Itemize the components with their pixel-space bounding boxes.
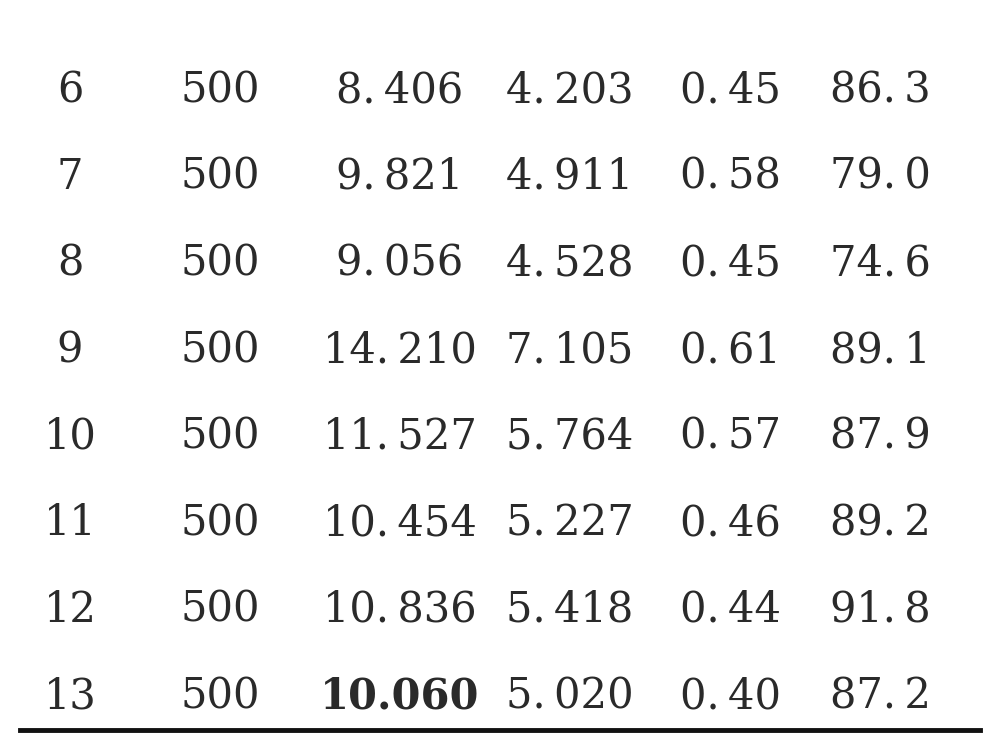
- Text: 74. 6: 74. 6: [830, 242, 930, 285]
- Text: 11: 11: [44, 502, 96, 544]
- Text: 79. 0: 79. 0: [830, 156, 930, 198]
- Text: 89. 1: 89. 1: [830, 329, 930, 371]
- Text: 8: 8: [57, 242, 83, 285]
- Text: 10.060: 10.060: [320, 675, 480, 718]
- Text: 0. 44: 0. 44: [680, 589, 780, 631]
- Text: 91. 8: 91. 8: [830, 589, 930, 631]
- Text: 0. 40: 0. 40: [680, 675, 780, 718]
- Text: 10: 10: [44, 416, 96, 458]
- Text: 500: 500: [180, 589, 260, 631]
- Text: 500: 500: [180, 329, 260, 371]
- Text: 500: 500: [180, 416, 260, 458]
- Text: 5. 764: 5. 764: [506, 416, 634, 458]
- Text: 7. 105: 7. 105: [506, 329, 634, 371]
- Text: 5. 020: 5. 020: [506, 675, 634, 718]
- Text: 0. 57: 0. 57: [680, 416, 780, 458]
- Text: 0. 61: 0. 61: [680, 329, 780, 371]
- Text: 4. 203: 4. 203: [506, 69, 634, 111]
- Text: 500: 500: [180, 69, 260, 111]
- Text: 0. 46: 0. 46: [680, 502, 780, 544]
- Text: 500: 500: [180, 675, 260, 718]
- Text: 4. 528: 4. 528: [506, 242, 634, 285]
- Text: 5. 418: 5. 418: [506, 589, 634, 631]
- Text: 500: 500: [180, 242, 260, 285]
- Text: 9. 821: 9. 821: [336, 156, 464, 198]
- Text: 87. 9: 87. 9: [830, 416, 930, 458]
- Text: 14. 210: 14. 210: [323, 329, 477, 371]
- Text: 500: 500: [180, 156, 260, 198]
- Text: 9: 9: [57, 329, 83, 371]
- Text: 8. 406: 8. 406: [336, 69, 464, 111]
- Text: 87. 2: 87. 2: [830, 675, 930, 718]
- Text: 12: 12: [44, 589, 96, 631]
- Text: 0. 45: 0. 45: [680, 69, 780, 111]
- Text: 86. 3: 86. 3: [830, 69, 930, 111]
- Text: 7: 7: [57, 156, 83, 198]
- Text: 89. 2: 89. 2: [830, 502, 930, 544]
- Text: 0. 58: 0. 58: [680, 156, 780, 198]
- Text: 10. 454: 10. 454: [323, 502, 477, 544]
- Text: 5. 227: 5. 227: [506, 502, 634, 544]
- Text: 500: 500: [180, 502, 260, 544]
- Text: 4. 911: 4. 911: [506, 156, 634, 198]
- Text: 9. 056: 9. 056: [336, 242, 464, 285]
- Text: 10. 836: 10. 836: [323, 589, 477, 631]
- Text: 11. 527: 11. 527: [323, 416, 477, 458]
- Text: 6: 6: [57, 69, 83, 111]
- Text: 0. 45: 0. 45: [680, 242, 780, 285]
- Text: 13: 13: [44, 675, 96, 718]
